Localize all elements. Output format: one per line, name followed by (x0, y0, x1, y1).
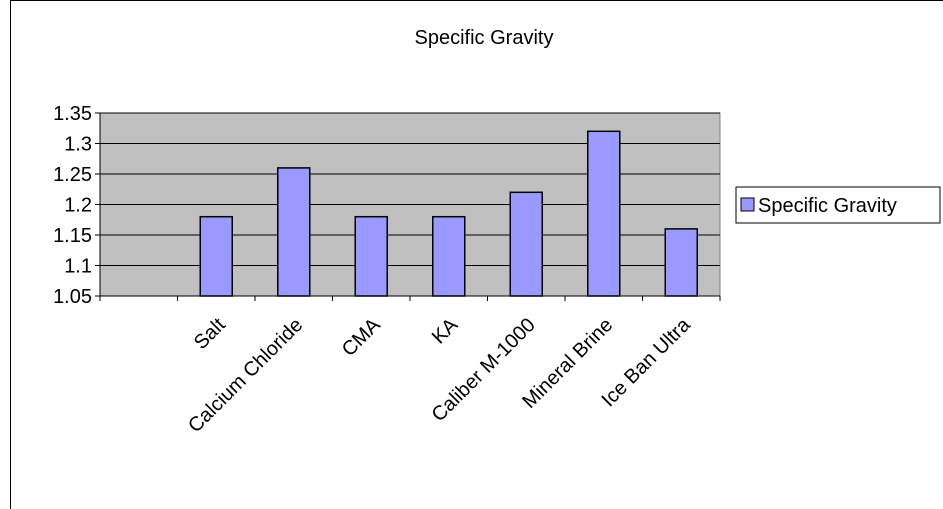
y-tick-label: 1.35 (53, 103, 92, 125)
x-tick-label: KA (428, 314, 463, 349)
y-tick-label: 1.2 (64, 195, 92, 217)
bar (199, 215, 233, 297)
legend: Specific Gravity (735, 186, 941, 224)
bars (199, 130, 698, 297)
y-tick-label: 1.15 (53, 225, 92, 247)
chart-frame (10, 0, 943, 509)
bar (587, 130, 621, 297)
bar (432, 215, 466, 297)
y-tick-label: 1.25 (53, 164, 92, 186)
y-axis-ticks: 1.35 1.3 1.25 1.2 1.15 1.1 1.05 (53, 103, 100, 308)
bar (354, 215, 388, 297)
legend-swatch (740, 197, 755, 212)
chart-title: Specific Gravity (415, 27, 554, 49)
bar (664, 228, 698, 297)
y-tick-label: 1.3 (64, 134, 92, 156)
x-tick-label: Salt (190, 314, 230, 354)
legend-label: Specific Gravity (758, 195, 897, 217)
bar (509, 191, 543, 297)
bar (277, 167, 311, 297)
y-tick-label: 1.05 (53, 286, 92, 308)
y-tick-label: 1.1 (64, 256, 92, 278)
legend-box (735, 186, 941, 224)
x-tick-label: CMA (338, 314, 385, 361)
